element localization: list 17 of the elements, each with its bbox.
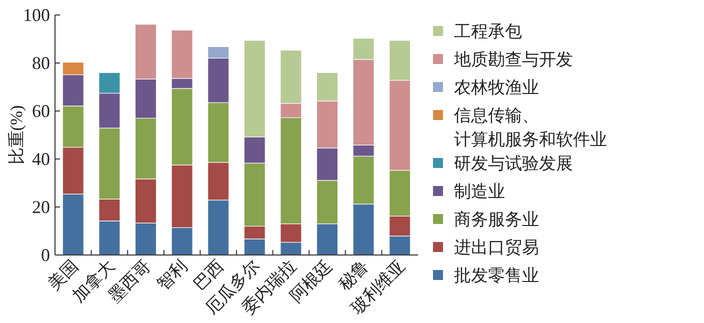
y-tick-label: 60 xyxy=(32,101,50,121)
y-tick-label: 0 xyxy=(41,245,50,265)
legend-label: 制造业 xyxy=(454,182,505,201)
legend-label: 商务服务业 xyxy=(454,210,539,229)
legend-label: 进出口贸易 xyxy=(454,238,539,257)
x-tick-label: 智利 xyxy=(153,256,191,294)
legend-label: 农林牧渔业 xyxy=(454,78,539,97)
legend-label: 地质勘查与开发 xyxy=(453,50,573,69)
y-axis-title: 比重(%) xyxy=(7,105,26,165)
legend-label: 信息传输、计算机服务和软件业 xyxy=(454,106,607,149)
legend-label: 研发与试验发展 xyxy=(454,154,573,173)
y-tick-label: 20 xyxy=(32,197,50,217)
legend-label: 批发零售业 xyxy=(454,266,539,285)
legend-label: 工程承包 xyxy=(454,22,522,41)
y-tick-label: 40 xyxy=(32,149,50,169)
y-tick-label: 80 xyxy=(32,53,50,73)
y-tick-label: 100 xyxy=(23,5,50,25)
